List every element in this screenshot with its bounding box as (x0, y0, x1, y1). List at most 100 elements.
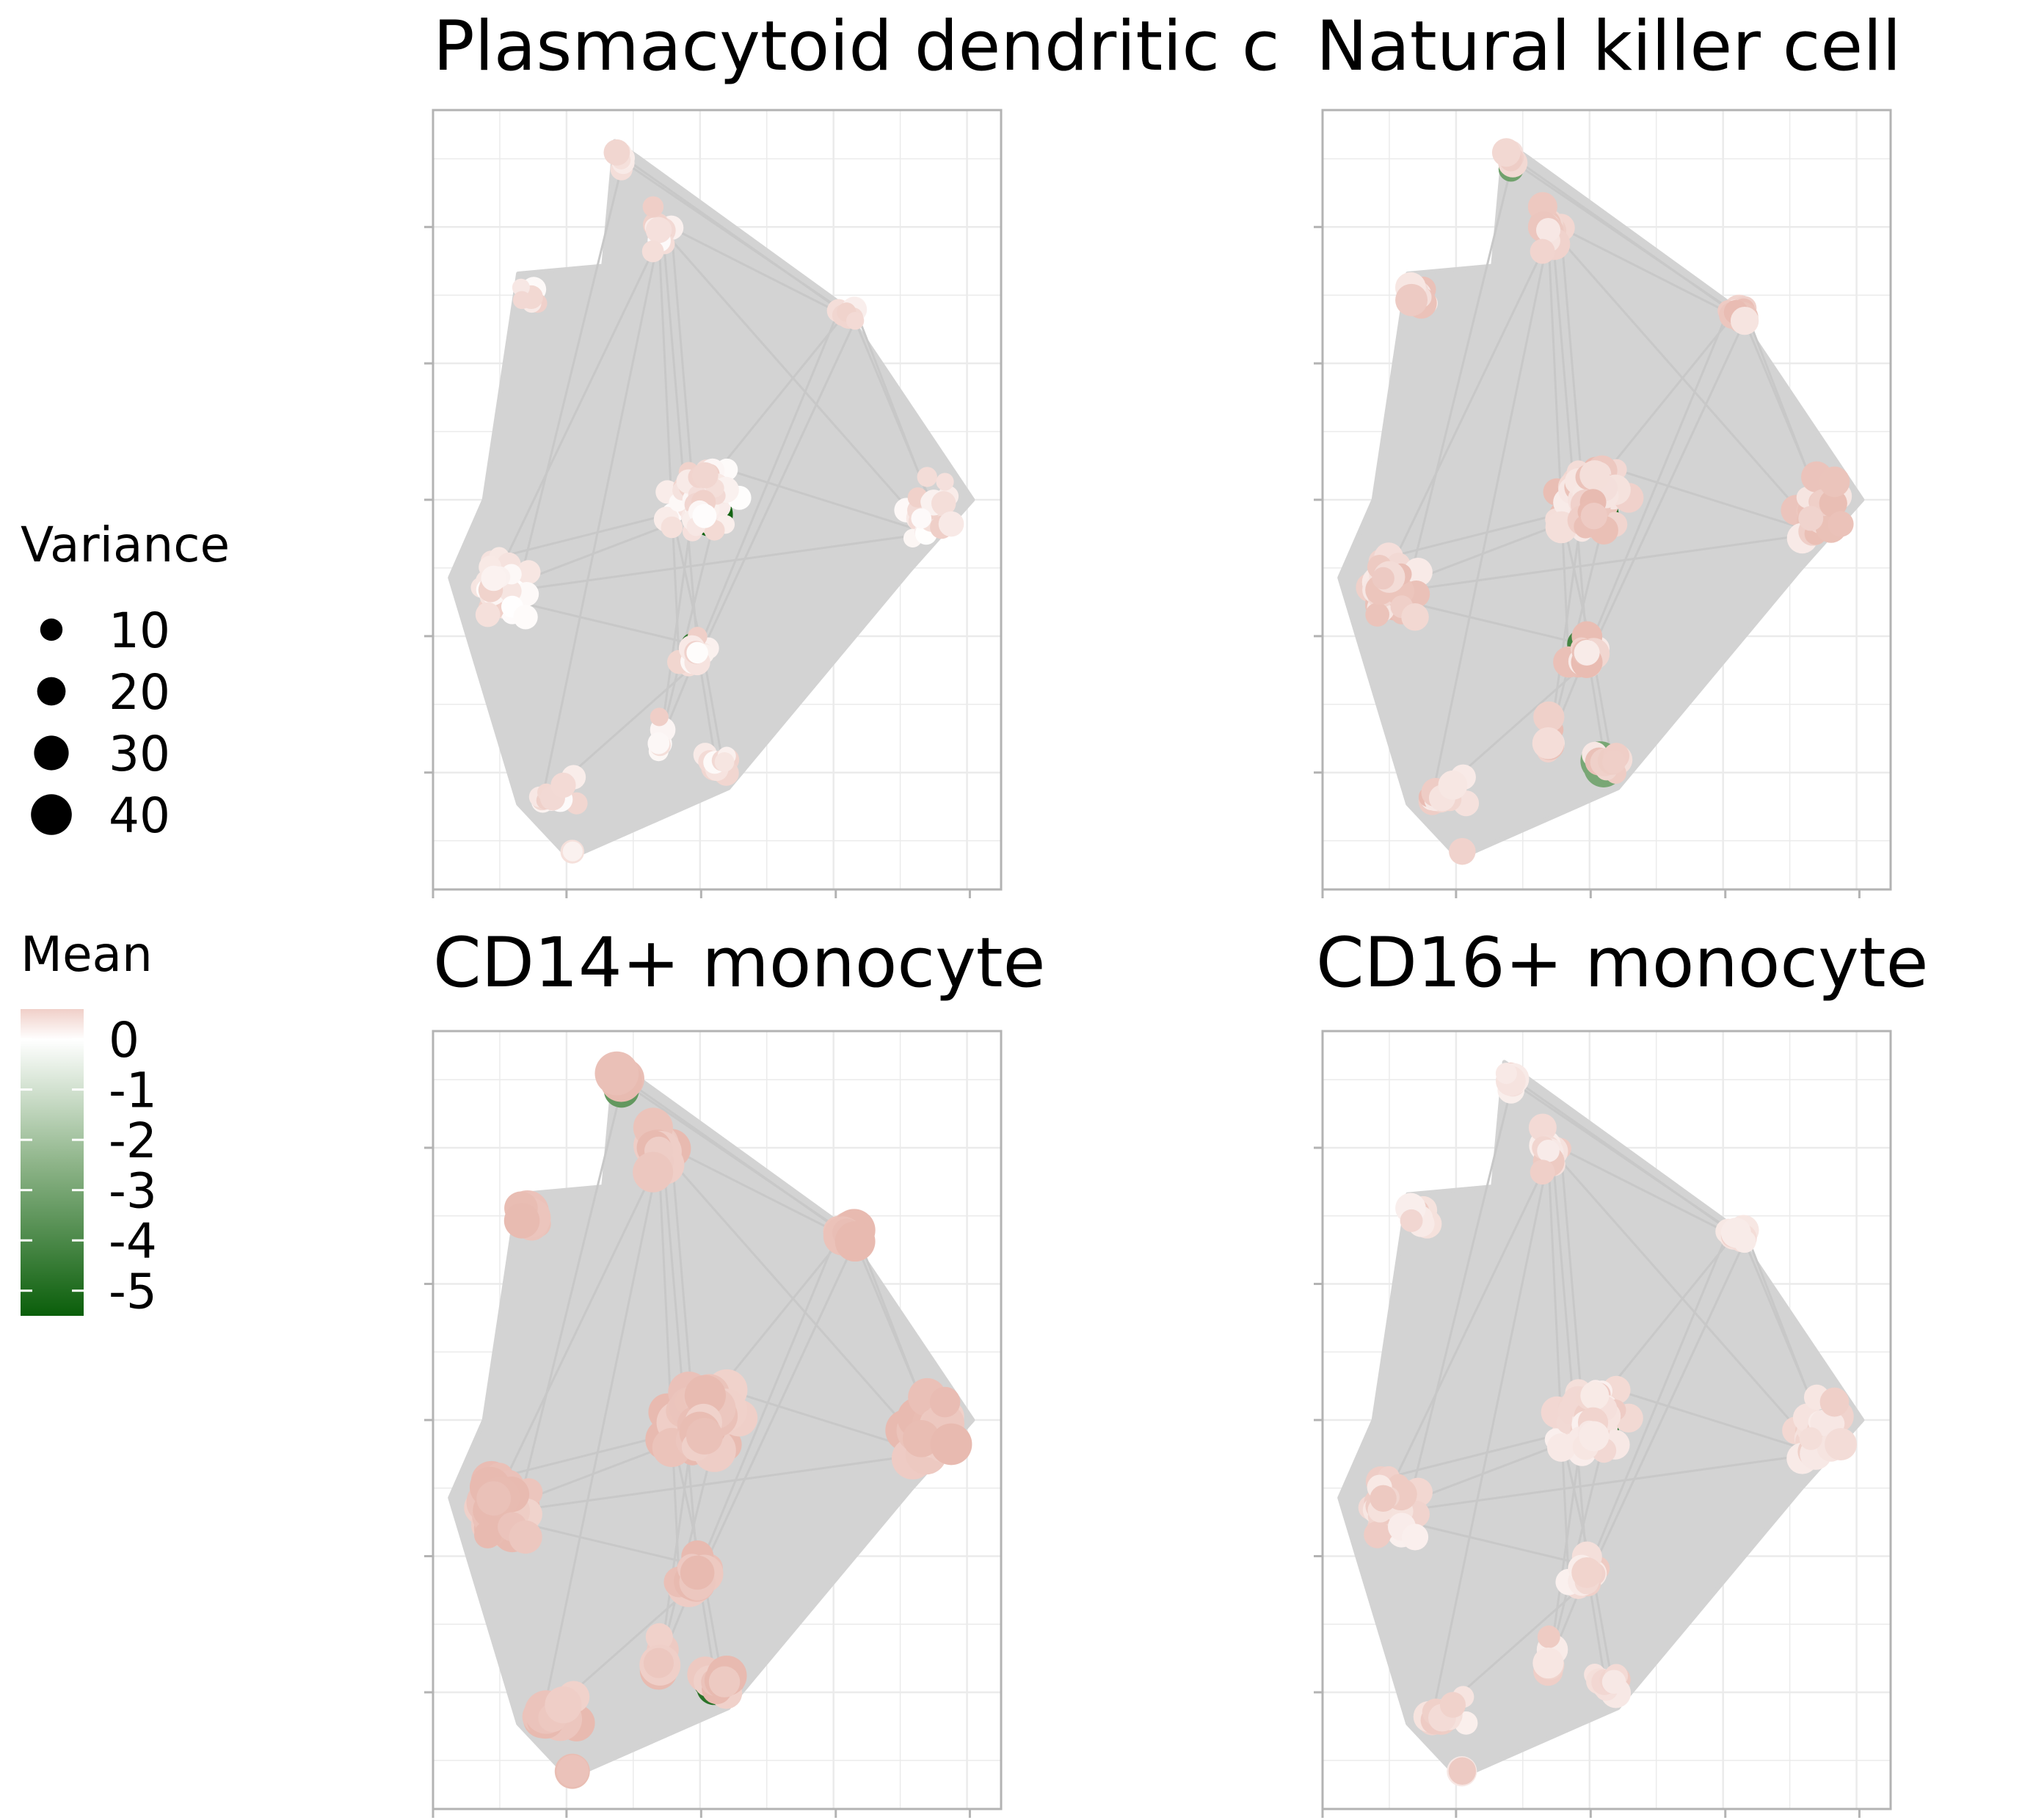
panel-title: CD16+ monocyte (1316, 923, 1928, 1003)
variance-key-label: 30 (109, 726, 170, 782)
node-point (545, 1686, 582, 1724)
node-point (917, 467, 937, 487)
variance-legend-key: 20 (37, 664, 170, 721)
node-point (513, 605, 538, 630)
node-point (1495, 1063, 1517, 1085)
node-point (1580, 502, 1608, 530)
edge-line (1430, 234, 1550, 800)
node-point (685, 1418, 723, 1455)
node-point (476, 1481, 512, 1516)
node-point (714, 752, 735, 772)
node-point (562, 841, 583, 862)
mean-colorbar (21, 1009, 84, 1316)
node-point (1574, 639, 1600, 666)
node-point (473, 1521, 502, 1548)
node-point (902, 1420, 940, 1457)
node-point (1449, 837, 1476, 865)
node-point (1601, 1670, 1626, 1694)
node-point (1448, 1757, 1477, 1785)
nodes (464, 1051, 972, 1789)
panel-plasmacytoid-dendritic-cell: Plasmacytoid dendritic c (424, 7, 1280, 898)
edge-line (1513, 156, 1739, 317)
node-point (475, 602, 501, 627)
edge-line (726, 468, 924, 533)
edge-line (661, 1150, 920, 1443)
axis-ticks (1314, 1146, 1861, 1818)
variance-key-label: 20 (109, 664, 170, 721)
node-point (509, 1520, 542, 1554)
node-point (1370, 1485, 1397, 1512)
edge-line (541, 1155, 661, 1719)
node-point (938, 511, 964, 537)
node-point (516, 560, 541, 585)
plot-area (1314, 109, 1892, 898)
nodes (1358, 1062, 1858, 1787)
variance-legend-key: 40 (31, 787, 170, 844)
node-point (1532, 727, 1565, 760)
node-point (1579, 460, 1610, 491)
node-point (911, 508, 932, 529)
nodes (470, 139, 964, 864)
edge-line (695, 1240, 857, 1584)
node-point (1819, 466, 1850, 498)
edge-line (1585, 1240, 1746, 1584)
node-point (645, 216, 672, 244)
node-point (594, 1051, 639, 1096)
edge-line (1400, 1452, 1816, 1513)
edge-line (511, 157, 625, 614)
node-point (1825, 1427, 1858, 1460)
node-point (503, 1203, 540, 1239)
edge-line (1551, 1151, 1589, 1573)
variance-legend-title: Variance (21, 517, 230, 573)
node-point (1532, 1647, 1564, 1679)
node-point (834, 1221, 876, 1262)
node-point (633, 1151, 674, 1193)
mean-tick-label: 0 (109, 1012, 139, 1069)
node-point (642, 196, 664, 217)
edge-line (1379, 230, 1554, 591)
variance-key-dot (37, 677, 66, 706)
nodes (1356, 138, 1854, 865)
edge-line (1400, 532, 1816, 593)
edge-line (1551, 230, 1589, 652)
mean-tick-label: -1 (109, 1063, 157, 1119)
axis-ticks (424, 1146, 971, 1818)
variance-key-dot (34, 735, 69, 771)
variance-key-label: 10 (109, 603, 170, 659)
node-point (930, 1423, 972, 1466)
edge-line (1391, 597, 1582, 645)
node-point (1580, 1381, 1610, 1410)
edge-line (1615, 1388, 1814, 1453)
node-point (692, 462, 719, 489)
node-point (1365, 603, 1390, 627)
node-point (643, 1648, 674, 1678)
node-point (1819, 1387, 1850, 1417)
node-point (1602, 750, 1626, 774)
panel-title: CD14+ monocyte (433, 923, 1045, 1003)
node-point (1403, 557, 1433, 587)
edge-line (661, 230, 699, 652)
node-point (1530, 239, 1555, 264)
edge-line (1400, 157, 1515, 614)
node-point (556, 1755, 589, 1788)
node-point (1799, 1427, 1822, 1450)
variance-key-label: 40 (109, 787, 170, 844)
mean-colorbar-ticks: 0-1-2-3-4-5 (21, 1012, 157, 1320)
node-point (708, 1666, 741, 1697)
panel-cd16-monocyte: CD16+ monocyte (1314, 923, 1928, 1818)
node-point (1402, 1524, 1429, 1551)
node-point (1798, 506, 1824, 531)
node-point (692, 503, 717, 528)
variance-legend-key: 30 (34, 726, 170, 782)
mean-tick-label: -5 (109, 1264, 157, 1320)
axis-ticks (1314, 225, 1861, 898)
edge-line (501, 597, 693, 645)
node-point (603, 139, 630, 166)
edge-line (490, 230, 664, 591)
node-point (1533, 701, 1565, 733)
node-point (1733, 1230, 1756, 1253)
edge-line (1430, 1155, 1550, 1719)
node-point (512, 291, 531, 310)
axis-ticks (424, 225, 971, 898)
edge-line (1513, 1077, 1739, 1238)
